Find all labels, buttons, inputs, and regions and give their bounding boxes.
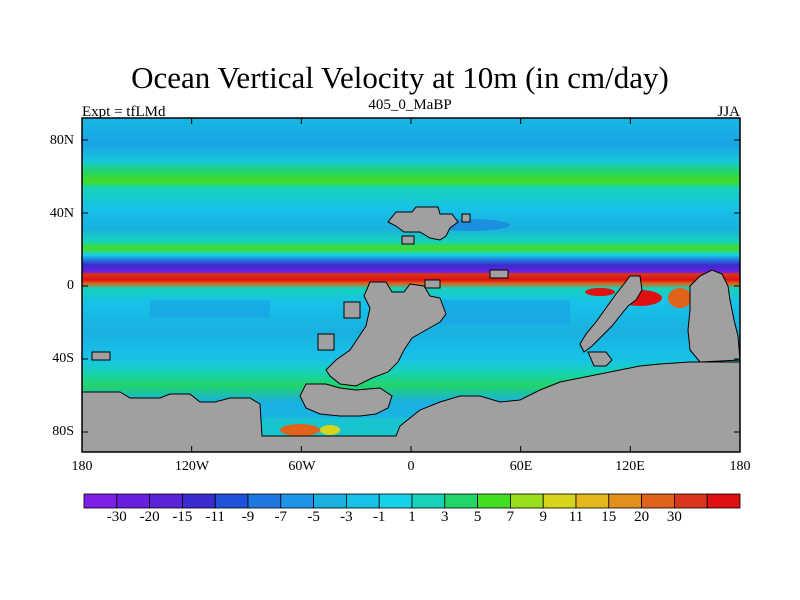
land-central: [325, 281, 447, 387]
colorbar-label: 1: [408, 509, 416, 525]
colorbar-label: -30: [106, 509, 127, 525]
lon-tick-label: 60E: [509, 459, 533, 474]
colorbar-label: 3: [441, 509, 449, 525]
lat-tick-label: 0: [67, 278, 74, 293]
colorbar-label: 7: [506, 509, 515, 525]
colorbar-box: [214, 493, 249, 509]
lon-tick-label: 120E: [615, 459, 645, 474]
experiment-label: Expt = tfLMd: [82, 104, 166, 120]
colorbar-label: -9: [241, 509, 255, 525]
land-equator-small: [424, 279, 441, 289]
colorbar-box: [706, 493, 741, 509]
colorbar-label: 5: [473, 509, 482, 525]
colorbar-label: -1: [372, 509, 386, 525]
land-north: [387, 206, 459, 241]
colorbar-label: -5: [307, 509, 320, 525]
colorbar-box: [83, 493, 118, 509]
colorbar: [83, 493, 741, 509]
land-south-west-patch: [91, 351, 111, 361]
colorbar-label: -3: [340, 509, 353, 525]
colorbar-label: 9: [539, 509, 547, 525]
colorbar-box: [247, 493, 282, 509]
colorbar-box: [509, 493, 544, 509]
colorbar-box: [477, 493, 511, 509]
colorbar-label: 20: [634, 509, 650, 525]
lat-tick-label: 80N: [49, 133, 74, 148]
land-equator-east: [489, 269, 509, 279]
lon-tick-label: 60W: [288, 459, 316, 474]
colorbar-box: [149, 493, 183, 509]
colorbar-box: [313, 493, 347, 509]
colorbar-box: [641, 493, 675, 509]
land-south-polar: [81, 361, 741, 453]
colorbar-box: [542, 493, 577, 509]
colorbar-box: [674, 493, 708, 509]
colorbar-label: 30: [666, 509, 682, 525]
colorbar-label: -20: [139, 509, 160, 525]
colorbar-box: [608, 493, 642, 509]
colorbar-box: [116, 493, 151, 509]
colorbar-box: [378, 493, 413, 509]
land-north-east: [461, 213, 471, 223]
period-label: 405_0_MaBP: [368, 97, 452, 113]
land-north-small: [401, 235, 415, 245]
land-south-island: [299, 383, 393, 417]
land-small-patch: [343, 301, 361, 319]
colorbar-label: 11: [568, 509, 584, 525]
map-title: Ocean Vertical Velocity at 10m (in cm/da…: [131, 60, 669, 95]
land-west-patch: [317, 333, 335, 351]
lat-tick-label: 40S: [52, 351, 74, 366]
colorbar-box: [345, 493, 380, 509]
lon-tick-label: 120W: [174, 459, 210, 474]
colorbar-label: -11: [205, 509, 225, 525]
lat-tick-label: 40N: [49, 206, 74, 221]
colorbar-box: [575, 493, 610, 509]
season-label: JJA: [717, 104, 740, 120]
lon-tick-label: 180: [729, 459, 751, 474]
lat-tick-label: 80S: [52, 424, 74, 439]
colorbar-label: -15: [172, 509, 193, 525]
land-masses: [81, 206, 741, 453]
land-east-patch: [587, 351, 613, 367]
colorbar-box: [411, 493, 446, 509]
land-far-east: [687, 269, 741, 363]
land-east: [579, 275, 643, 353]
colorbar-box: [444, 493, 478, 509]
colorbar-label: 15: [601, 509, 617, 525]
colorbar-label: -7: [274, 509, 288, 525]
tick-marks: [81, 118, 741, 452]
colorbar-box: [280, 493, 314, 509]
colorbar-box: [181, 493, 216, 509]
lon-tick-label: 0: [407, 459, 415, 474]
lon-tick-label: 180: [71, 459, 93, 474]
